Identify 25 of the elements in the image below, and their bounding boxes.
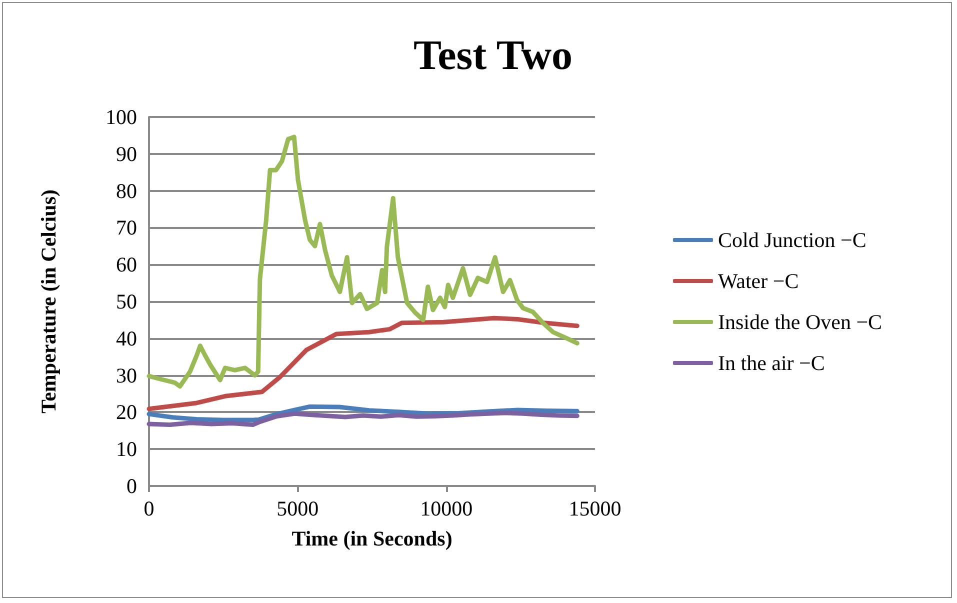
y-tick-label: 100 — [106, 105, 137, 129]
line-series — [146, 134, 580, 389]
legend-label: Inside the Oven −C — [718, 310, 882, 334]
y-tick-label: 0 — [126, 474, 137, 498]
x-axis-title: Time (in Seconds) — [292, 526, 452, 550]
legend-label: In the air −C — [718, 351, 825, 375]
y-tick-label: 40 — [116, 326, 137, 350]
line-series — [146, 316, 580, 412]
line-series — [146, 410, 580, 427]
chart-title: Test Two — [413, 33, 573, 79]
x-tick-label: 10000 — [420, 496, 473, 520]
y-tick-label: 80 — [116, 178, 137, 203]
y-tick-label: 70 — [116, 216, 137, 240]
y-tick-label: 90 — [116, 142, 137, 166]
legend-label: Cold Junction −C — [718, 228, 866, 252]
y-axis-title: Temperature (in Celcius) — [36, 190, 60, 414]
y-tick-label: 50 — [116, 290, 137, 314]
x-tick-label: 0 — [144, 496, 154, 520]
legend-label: Water −C — [718, 269, 799, 293]
y-tick-label: 60 — [116, 252, 137, 277]
y-tick-label: 10 — [116, 437, 137, 462]
x-tick-label: 5000 — [276, 496, 319, 520]
x-tick-label: 15000 — [568, 496, 622, 520]
y-tick-label: 30 — [116, 363, 137, 388]
y-tick-label: 20 — [116, 400, 137, 424]
